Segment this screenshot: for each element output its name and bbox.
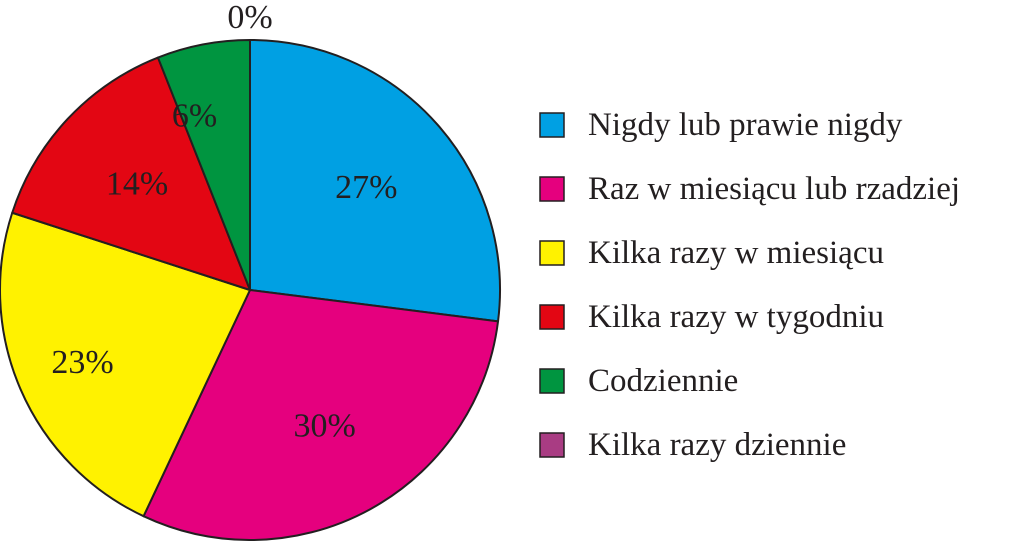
legend-label-2: Raz w miesiącu lub rzadziej [588, 171, 960, 207]
pie-slice-label-5: 6% [172, 98, 217, 135]
legend: Nigdy lub prawie nigdy Raz w miesiącu lub… [539, 107, 960, 463]
pie-slice-labels: 27% 30% 23% 14%6% 0% [51, 0, 397, 444]
legend-label-4: Kilka razy w tygodniu [588, 299, 884, 335]
legend-swatch-6 [539, 432, 565, 458]
legend-label-1: Nigdy lub prawie nigdy [588, 107, 903, 143]
pie-slice-2 [142, 289, 500, 541]
pie-slices [0, 39, 501, 541]
pie-slice-label-1: 27% [335, 169, 397, 206]
pie-slice-3 [0, 211, 251, 518]
pie-slice-label-2: 30% [294, 407, 356, 444]
legend-label-3: Kilka razy w miesiącu [588, 235, 884, 271]
legend-swatch-2 [539, 176, 565, 202]
legend-swatch-3 [539, 240, 565, 266]
pie-slice-label-6: 0% [227, 0, 272, 36]
pie-slice-1 [249, 39, 501, 323]
pie-slice-4 [11, 56, 251, 291]
legend-swatch-5 [539, 368, 565, 394]
legend-swatch-1 [539, 112, 565, 138]
pie-slice-label-3: 23% [51, 344, 113, 381]
pie-slice-label-4: 14% [106, 165, 168, 202]
legend-swatch-4 [539, 304, 565, 330]
pie-slice-5 [156, 39, 251, 291]
legend-label-5: Codziennie [588, 363, 738, 399]
legend-label-6: Kilka razy dziennie [588, 427, 846, 463]
